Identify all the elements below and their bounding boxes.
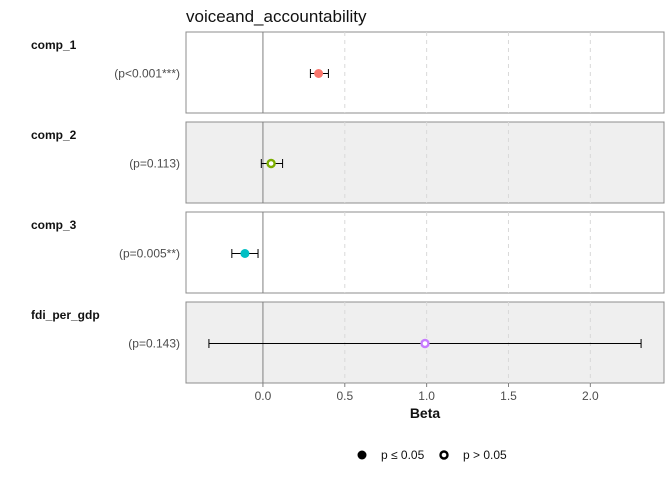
facet-panel-fdi_per_gdp: fdi_per_gdp (p=0.143) bbox=[31, 301, 665, 384]
point-estimate bbox=[240, 249, 250, 258]
x-tick-label: 2.0 bbox=[582, 389, 599, 403]
point-estimate bbox=[266, 158, 276, 169]
legend: p ≤ 0.05 p > 0.05 bbox=[357, 448, 507, 462]
x-axis: 0.0 0.5 1.0 1.5 2.0 bbox=[255, 383, 599, 403]
facet-label: comp_2 bbox=[31, 128, 77, 142]
facet-panel-comp_2: comp_2 (p=0.113) bbox=[31, 121, 665, 204]
facet-label: comp_3 bbox=[31, 218, 77, 232]
x-axis-label: Beta bbox=[410, 405, 441, 421]
x-tick-label: 1.0 bbox=[418, 389, 435, 403]
legend-label: p ≤ 0.05 bbox=[381, 448, 425, 462]
legend-nonsignificant-marker bbox=[439, 450, 449, 460]
legend-label: p > 0.05 bbox=[463, 448, 507, 462]
p-value-label: (p<0.001***) bbox=[114, 67, 180, 81]
panels: comp_1 (p<0.001***) comp_2 (p=0.113) comp_3 (… bbox=[31, 31, 665, 384]
point-estimate bbox=[314, 69, 324, 78]
panel-background bbox=[185, 211, 665, 294]
panel-background bbox=[185, 121, 665, 204]
facet-panel-comp_3: comp_3 (p=0.005**) bbox=[31, 211, 665, 294]
chart-title: voiceand_accountability bbox=[186, 7, 367, 26]
facet-panel-comp_1: comp_1 (p<0.001***) bbox=[31, 31, 665, 114]
p-value-label: (p=0.143) bbox=[128, 337, 180, 351]
x-tick-label: 0.5 bbox=[336, 389, 353, 403]
facet-label: comp_1 bbox=[31, 38, 77, 52]
facet-label: fdi_per_gdp bbox=[31, 308, 100, 322]
p-value-label: (p=0.005**) bbox=[119, 247, 180, 261]
legend-significant-marker bbox=[357, 450, 367, 460]
x-tick-label: 0.0 bbox=[255, 389, 272, 403]
x-tick-label: 1.5 bbox=[500, 389, 517, 403]
point-estimate bbox=[420, 338, 430, 349]
panel-background bbox=[185, 31, 665, 114]
p-value-label: (p=0.113) bbox=[129, 157, 180, 171]
